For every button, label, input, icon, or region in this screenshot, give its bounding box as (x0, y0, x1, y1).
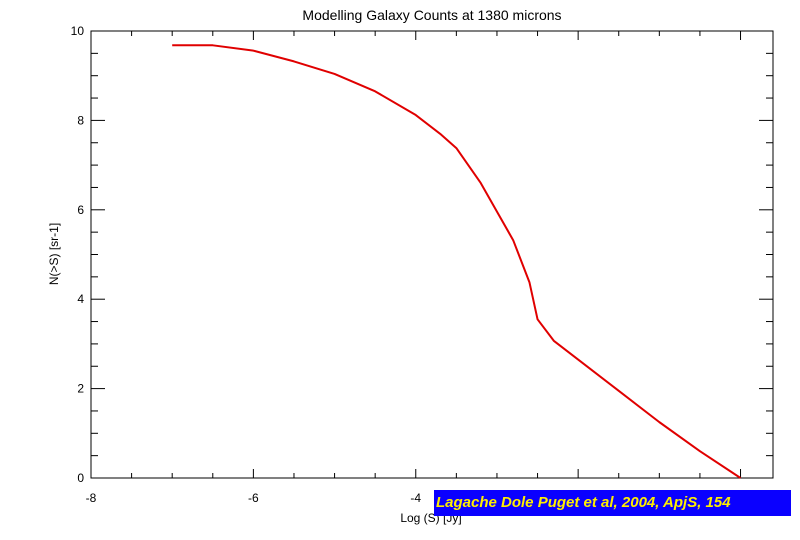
plot-frame (90, 30, 774, 479)
y-tick-label: 6 (77, 203, 84, 217)
chart-title: Modelling Galaxy Counts at 1380 microns (302, 7, 561, 23)
x-tick-label: -4 (410, 491, 421, 505)
x-tick-label: -6 (248, 491, 259, 505)
y-tick-label: 2 (77, 382, 84, 396)
y-tick-label: 8 (77, 113, 84, 127)
credit-banner: Lagache Dole Puget et al, 2004, ApjS, 15… (434, 490, 791, 516)
axis-ticks (90, 30, 773, 479)
y-tick-label: 10 (71, 24, 85, 38)
y-axis-label: N(>S) [sr-1] (47, 223, 61, 285)
x-tick-label: -8 (86, 491, 97, 505)
series-line (172, 44, 742, 479)
series-lines (172, 44, 742, 479)
y-tick-label: 0 (77, 471, 84, 485)
y-tick-labels: 0 2 4 6 8 10 (71, 24, 85, 485)
y-tick-label: 4 (77, 292, 84, 306)
